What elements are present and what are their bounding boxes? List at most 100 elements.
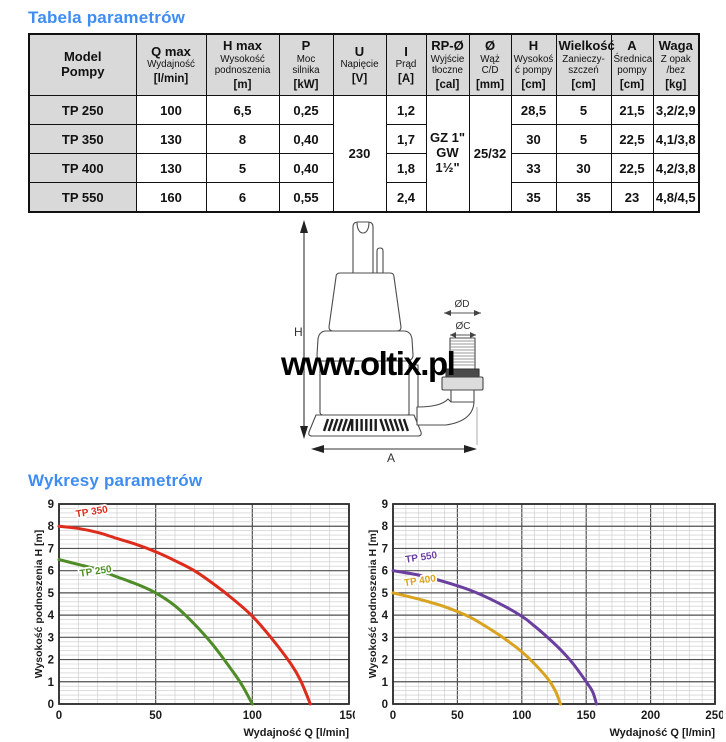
svg-text:7: 7 — [382, 543, 388, 555]
pump-line-art: H ØD ØC — [294, 220, 484, 463]
value-cell: 21,5 — [610, 95, 654, 125]
dim-h-label: H — [294, 325, 303, 339]
pump-handle — [352, 221, 374, 273]
value-cell: 33 — [510, 153, 557, 183]
svg-text:150: 150 — [577, 710, 596, 722]
outlet-elbow — [416, 398, 475, 426]
svg-text:150: 150 — [339, 710, 355, 722]
value-cell: 3,2/2,9 — [652, 95, 700, 125]
oc-dimension-line — [450, 332, 476, 338]
value-cell: 4,8/4,5 — [652, 182, 700, 213]
svg-text:7: 7 — [48, 543, 54, 555]
table-row: TP 350 130 8 0,40 1,7 30 5 22,5 4,1/3,8 — [28, 124, 700, 154]
svg-text:6: 6 — [48, 566, 54, 578]
dim-oc-label: ØC — [456, 321, 471, 332]
col-qmax: Q max Wydajność [l/min] — [135, 33, 207, 96]
value-cell: 35 — [510, 182, 557, 213]
table-row: TP 250 100 6,5 0,25 230 1,2 GZ 1" GW 1½"… — [28, 95, 700, 213]
value-cell: 30 — [555, 153, 612, 183]
merged-hose-cell: 25/32 — [468, 95, 512, 213]
svg-text:8: 8 — [48, 521, 55, 533]
table-section-title: Tabela parametrów — [28, 8, 186, 27]
value-cell: 0,55 — [278, 182, 334, 213]
col-current: I Prąd [A] — [385, 33, 427, 96]
svg-text:Wydajność Q [l/min]: Wydajność Q [l/min] — [609, 727, 715, 739]
col-weight: Waga Z opak /bez [kg] — [652, 33, 700, 96]
pump-technical-drawing: H ØD ØC — [0, 213, 726, 463]
value-cell: 1,7 — [385, 124, 427, 154]
value-cell: 23 — [610, 182, 654, 213]
value-cell: 5 — [555, 95, 612, 125]
value-cell: 22,5 — [610, 153, 654, 183]
svg-text:TP 400: TP 400 — [403, 573, 437, 589]
svg-text:250: 250 — [705, 710, 723, 722]
col-power: P Moc silnika [kW] — [278, 33, 334, 96]
svg-text:200: 200 — [641, 710, 660, 722]
svg-text:TP 350: TP 350 — [75, 504, 109, 520]
svg-text:1: 1 — [382, 677, 389, 689]
svg-text:3: 3 — [48, 632, 54, 644]
col-hose: Ø Wąż C/D [mm] — [468, 33, 512, 96]
dim-od-label: ØD — [455, 299, 470, 310]
value-cell: 130 — [135, 153, 207, 183]
value-cell: 35 — [555, 182, 612, 213]
value-cell: 4,1/3,8 — [652, 124, 700, 154]
value-cell: 8 — [205, 124, 280, 154]
dim-a-label: A — [387, 451, 395, 463]
model-cell: TP 400 — [28, 153, 137, 183]
table-row: TP 550 160 6 0,55 2,4 35 35 23 4,8/4,5 — [28, 182, 700, 213]
svg-text:TP 550: TP 550 — [405, 550, 439, 566]
svg-text:0: 0 — [390, 710, 396, 722]
pump-vent-grille — [322, 418, 410, 432]
parameters-table: Model Pompy Q max Wydajność [l/min] H max W… — [28, 33, 700, 213]
value-cell: 5 — [555, 124, 612, 154]
svg-text:8: 8 — [382, 521, 389, 533]
svg-text:4: 4 — [48, 610, 55, 622]
model-cell: TP 550 — [28, 182, 137, 213]
h-dimension-line — [300, 220, 308, 439]
merged-outlet-cell: GZ 1" GW 1½" — [425, 95, 470, 213]
col-diameter: A Średnica pompy [cm] — [610, 33, 654, 96]
svg-text:3: 3 — [382, 632, 388, 644]
svg-text:100: 100 — [243, 710, 262, 722]
watermark-text: www.oltix.pl — [281, 345, 456, 382]
svg-text:9: 9 — [382, 499, 388, 511]
col-outlet: RP-Ø Wyjście tłoczne [cal] — [425, 33, 470, 96]
table-row: TP 400 130 5 0,40 1,8 33 30 22,5 4,2/3,8 — [28, 153, 700, 183]
value-cell: 100 — [135, 95, 207, 125]
col-pump-height: H Wysokoś ć pompy [cm] — [510, 33, 557, 96]
model-cell: TP 250 — [28, 95, 137, 125]
svg-text:9: 9 — [48, 499, 54, 511]
handle-notch — [356, 221, 370, 234]
value-cell: 0,40 — [278, 153, 334, 183]
value-cell: 22,5 — [610, 124, 654, 154]
motor-housing — [328, 272, 402, 332]
cable-gland — [376, 247, 384, 273]
value-cell: 6,5 — [205, 95, 280, 125]
value-cell: 1,2 — [385, 95, 427, 125]
svg-text:4: 4 — [382, 610, 389, 622]
value-cell: 4,2/3,8 — [652, 153, 700, 183]
col-hmax: H max Wysokość podnoszenia [m] — [205, 33, 280, 96]
svg-text:100: 100 — [512, 710, 531, 722]
value-cell: 28,5 — [510, 95, 557, 125]
value-cell: 1,8 — [385, 153, 427, 183]
svg-text:50: 50 — [149, 710, 162, 722]
value-cell: 0,40 — [278, 124, 334, 154]
value-cell: 160 — [135, 182, 207, 213]
value-cell: 130 — [135, 124, 207, 154]
svg-text:2: 2 — [382, 655, 388, 667]
svg-text:5: 5 — [48, 588, 55, 600]
model-cell: TP 350 — [28, 124, 137, 154]
hose-connector — [416, 337, 484, 426]
svg-text:Wysokość podnoszenia H [m]: Wysokość podnoszenia H [m] — [33, 530, 45, 679]
svg-text:50: 50 — [451, 710, 464, 722]
value-cell: 5 — [205, 153, 280, 183]
pump-performance-chart-right: TP 550 TP 400 0 1 2 3 4 5 6 7 8 9 0 50 100 150 200 250 Wyd… — [367, 499, 723, 739]
svg-text:Wydajność Q [l/min]: Wydajność Q [l/min] — [243, 727, 349, 739]
charts-section-title: Wykresy parametrów — [28, 471, 203, 490]
col-particle-size: Wielkość Zanieczy- szczeń [cm] — [555, 33, 615, 96]
table-header-row: Model Pompy Q max Wydajność [l/min] H max W… — [28, 33, 700, 96]
svg-text:0: 0 — [56, 710, 62, 722]
